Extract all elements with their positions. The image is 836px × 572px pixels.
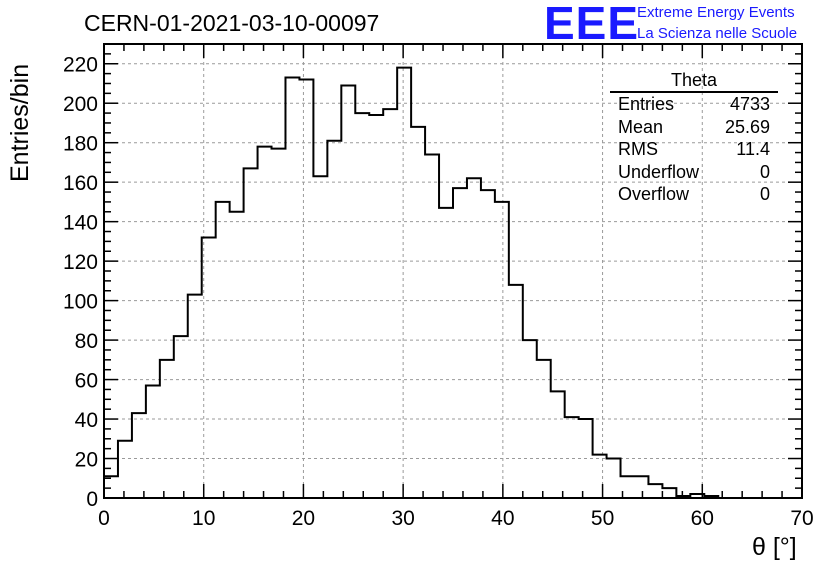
y-tick-label: 100 (63, 291, 98, 314)
stats-value: 0 (759, 184, 770, 204)
y-tick-label: 160 (63, 172, 98, 195)
x-tick-label: 20 (292, 507, 315, 530)
histogram-outline (103, 66, 802, 499)
y-tick-label: 20 (75, 449, 98, 472)
x-tick-label: 30 (391, 507, 414, 530)
stats-row: Underflow 0 (610, 161, 778, 184)
logo-line-2: La Scienza nelle Scuole (637, 25, 798, 42)
x-tick-label: 0 (98, 507, 110, 530)
stats-value: 25.69 (724, 116, 770, 137)
x-tick-label: 60 (691, 507, 714, 530)
x-tick-label: 40 (491, 507, 514, 530)
y-tick-label: 120 (63, 251, 98, 274)
tick-labels: 0 10 20 30 40 50 60 70 0 20 40 60 80 100 120 140 160 180 2… (63, 54, 814, 530)
stats-label: RMS (618, 139, 658, 159)
y-tick-label: 140 (63, 212, 98, 235)
y-tick-label: 80 (75, 330, 98, 353)
grid-lines (104, 44, 802, 498)
y-tick-label: 200 (63, 93, 98, 116)
axis-ticks (103, 43, 803, 499)
stats-label: Mean (618, 116, 664, 137)
y-tick-label: 0 (86, 488, 98, 511)
x-tick-label: 50 (591, 507, 614, 530)
stats-label: Entries (618, 94, 675, 114)
x-axis-label: θ [°] (752, 533, 797, 561)
x-tick-label: 70 (790, 507, 813, 530)
stats-value: 4733 (729, 94, 770, 114)
y-tick-label: 40 (75, 409, 98, 432)
y-tick-label: 220 (63, 54, 98, 77)
eee-logo: EEE (544, 0, 640, 49)
stats-row: Entries 4733 (610, 93, 778, 116)
stats-value: 11.4 (736, 139, 770, 159)
y-axis-label: Entries/bin (6, 63, 34, 182)
y-tick-label: 180 (63, 133, 98, 156)
stats-label: Overflow (618, 184, 690, 204)
stats-row: Mean 25.69 (610, 116, 778, 139)
y-tick-label: 60 (75, 370, 98, 393)
run-title: CERN-01-2021-03-10-00097 (84, 10, 380, 36)
stats-box: Theta Entries 4733 Mean 25.69 RMS 11.4 U… (610, 70, 778, 206)
x-tick-label: 10 (192, 507, 215, 530)
stats-label: Underflow (618, 161, 700, 182)
stats-title: Theta (610, 70, 778, 93)
stats-row: RMS 11.4 (610, 138, 778, 161)
stats-row: Overflow 0 (610, 183, 778, 206)
stats-value: 0 (759, 161, 770, 182)
logo-line-1: Extreme Energy Events (637, 4, 795, 21)
